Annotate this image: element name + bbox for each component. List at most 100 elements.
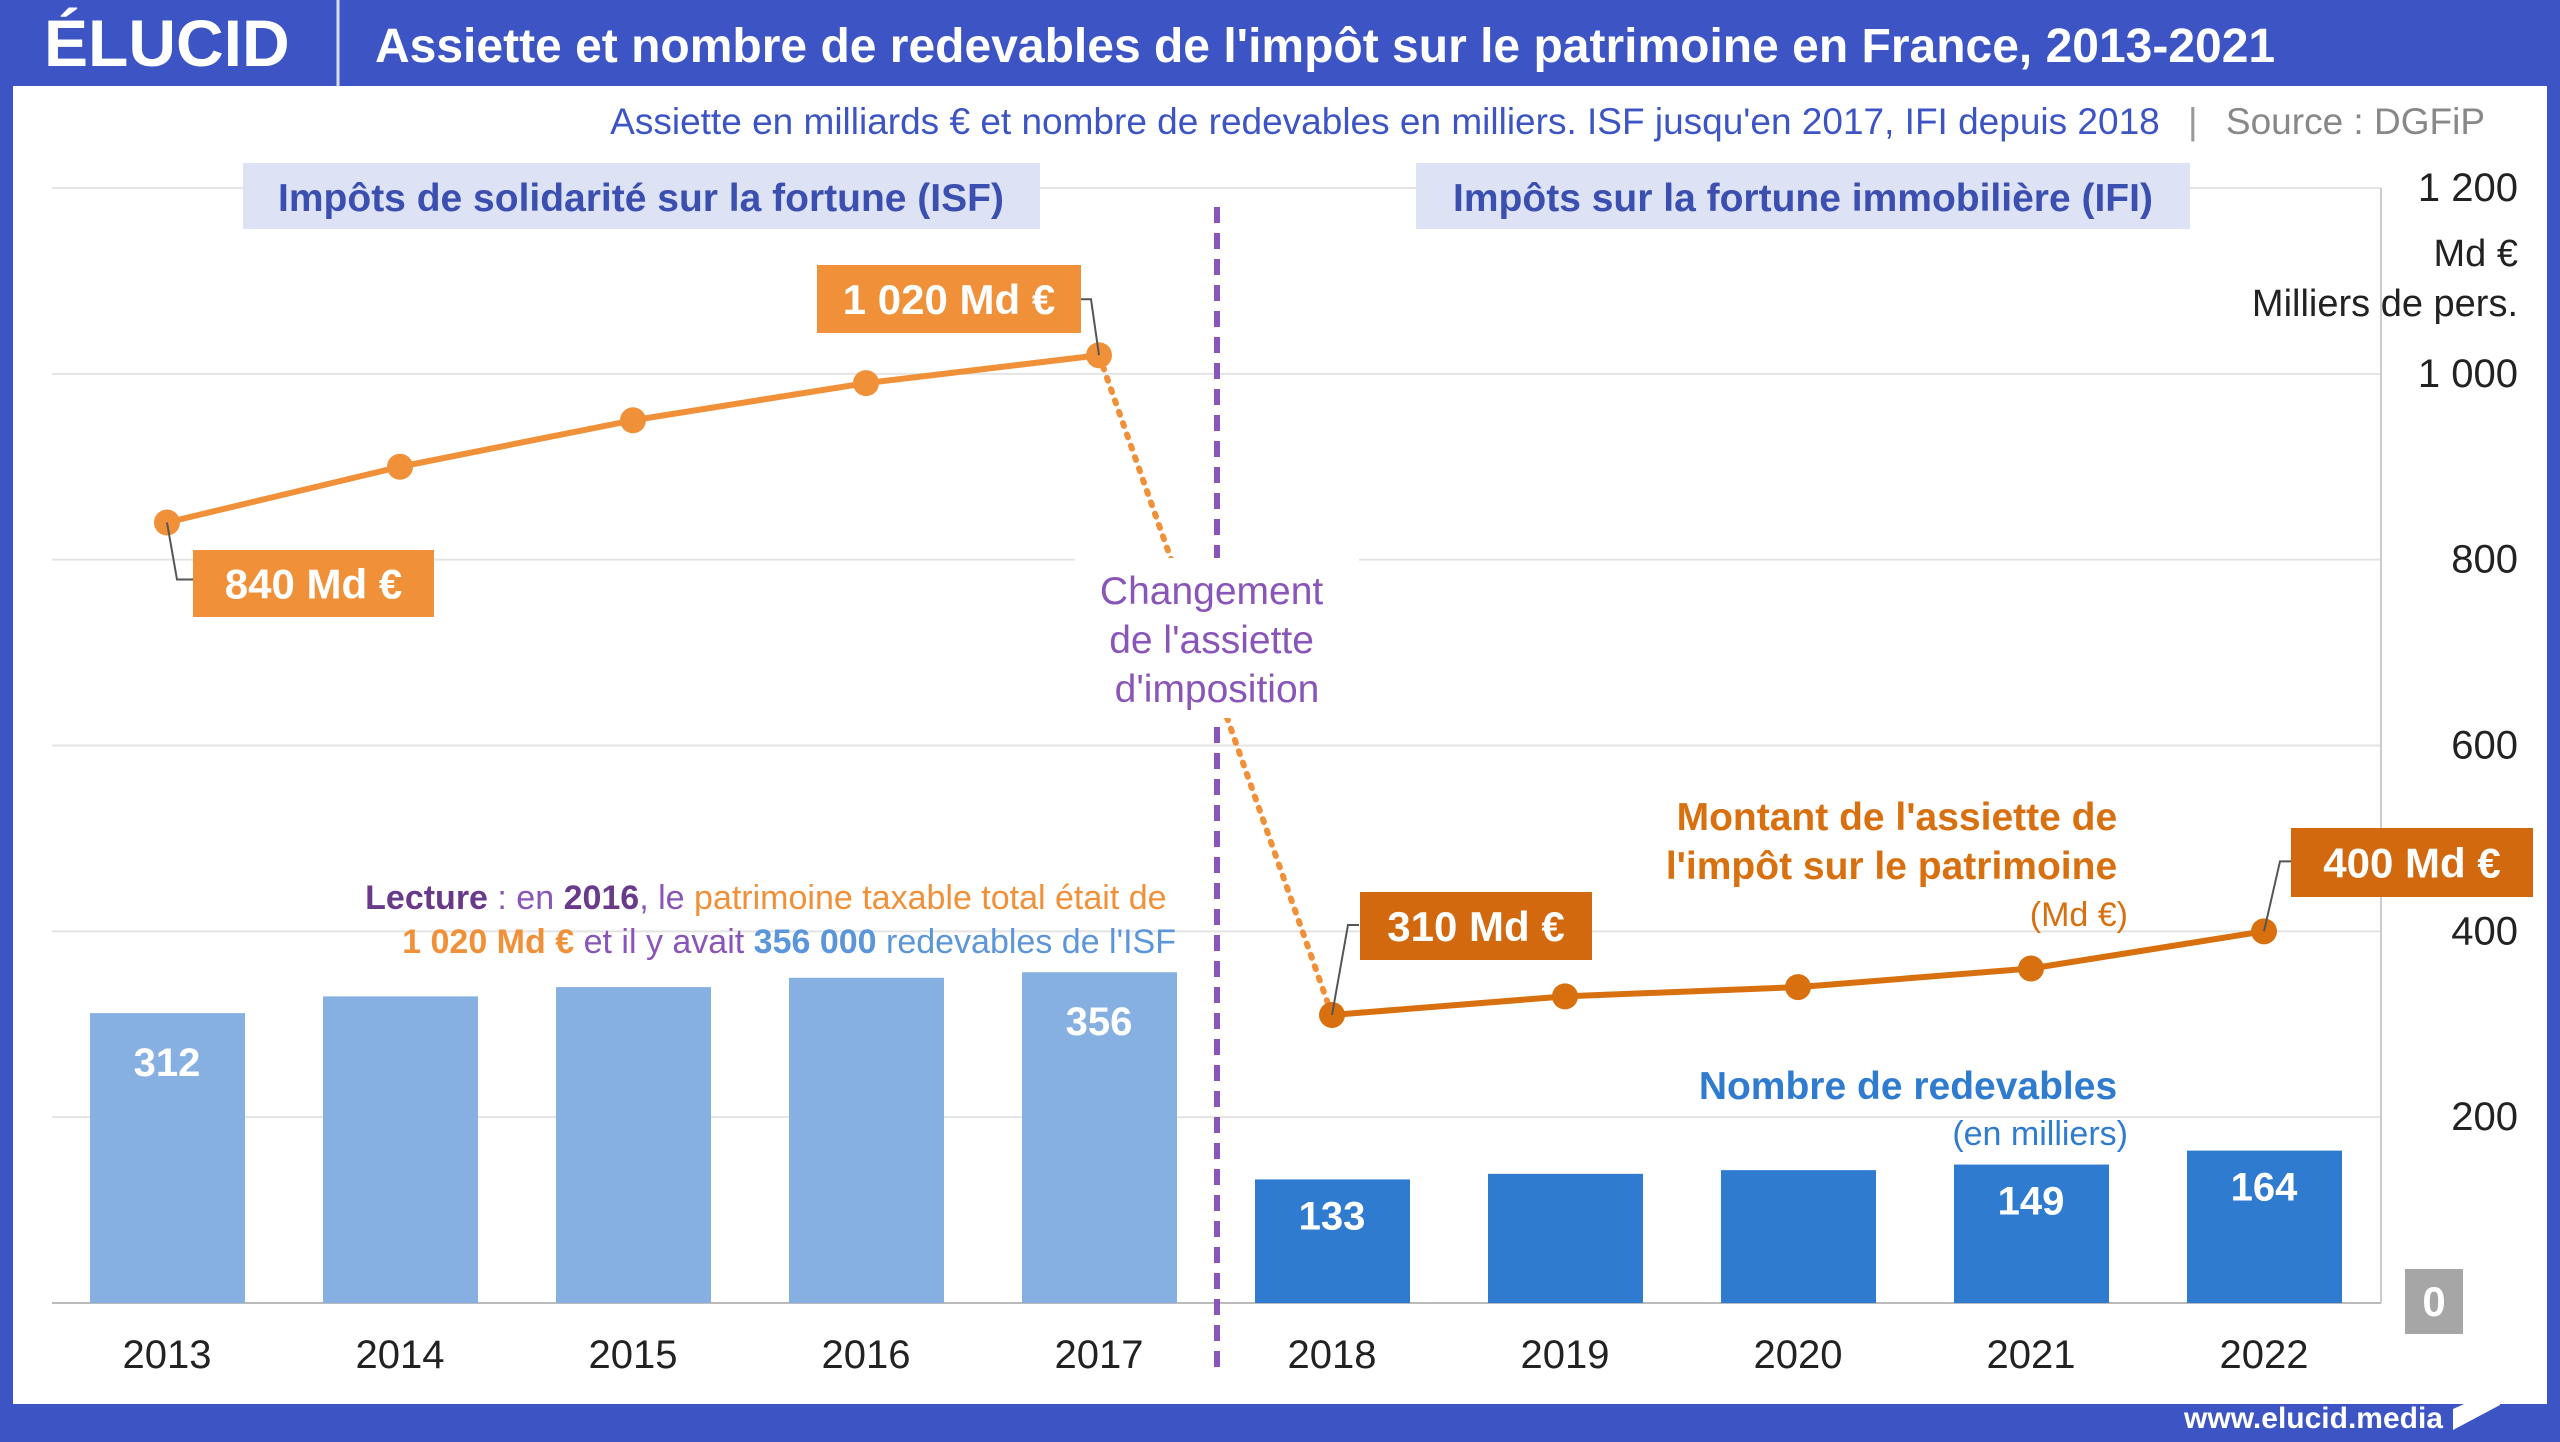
y-tick-label: 1 200 [2418, 166, 2518, 210]
chart-title: Assiette et nombre de redevables de l'im… [375, 20, 2275, 73]
y-tick-label: 0 [2422, 1278, 2445, 1325]
x-tick-label: 2018 [1288, 1333, 1377, 1377]
note-part: et il y avait [574, 923, 754, 961]
reading-note: Lecture : en 2016, le patrimoine taxable… [365, 879, 1176, 961]
note-part: 1 020 Md € [402, 923, 574, 961]
bar-2021 [1954, 1164, 2109, 1303]
legend-line: l'impôt sur le patrimoine [1666, 845, 2117, 888]
callout-box [1360, 892, 1592, 960]
line-value-label: 400 Md € [2323, 840, 2500, 887]
callout-leader [166, 522, 193, 581]
x-tick-label: 2014 [356, 1333, 445, 1377]
x-tick-label: 2019 [1521, 1333, 1610, 1377]
footer-logo-icon [2453, 1388, 2500, 1430]
callout-box [817, 265, 1081, 333]
x-tick-label: 2016 [822, 1333, 911, 1377]
callout-box [2291, 828, 2533, 897]
line-point-2019 [1552, 983, 1578, 1010]
line-segment [1797, 965, 2032, 991]
divider-label-line: de l'assiette [1109, 619, 1314, 662]
bar-value-label: 149 [1998, 1180, 2065, 1224]
note-part: redevables de l'ISF [877, 923, 1176, 961]
y-unit-people: Milliers de pers. [2252, 283, 2518, 325]
line-segment [1331, 993, 1566, 1018]
section-ifi-label: Impôts sur la fortune immobilière (IFI) [1453, 177, 2153, 220]
bar-2015 [556, 987, 711, 1303]
note-part: Lecture [365, 879, 488, 917]
line-point-2016 [853, 370, 879, 397]
legend-line: Montant de l'assiette de [1677, 796, 2118, 839]
zero-tick-background [2405, 1269, 2463, 1334]
x-tick-label: 2021 [1987, 1333, 2076, 1377]
bar-value-label: 312 [134, 1041, 201, 1085]
bar-value-label: 164 [2231, 1166, 2298, 1210]
divider-label: Changement de l'assiette d'imposition [1100, 570, 1334, 711]
footer-url: www.elucid.media [2183, 1402, 2443, 1435]
line-segment [399, 417, 634, 470]
note-part: 356 000 [754, 923, 877, 961]
line-data-labels: 840 Md € 1 020 Md € 310 Md € 400 Md € [166, 265, 2533, 1016]
line-value-label: 1 020 Md € [843, 276, 1055, 323]
source-text: Source : DGFiP [2226, 101, 2485, 142]
note-part: : en [488, 879, 564, 917]
y-tick-label: 1 000 [2418, 352, 2518, 396]
y-tick-label: 200 [2451, 1095, 2518, 1139]
line-point-2014 [387, 453, 413, 480]
subtitle-text: Assiette en milliards € et nombre de red… [610, 101, 2160, 142]
note-part: , le [639, 879, 694, 917]
line-segment [1564, 984, 1799, 1000]
x-tick-label: 2017 [1055, 1333, 1144, 1377]
bar-2013 [90, 1013, 245, 1303]
line-segment [166, 463, 401, 526]
callout-leader [2263, 860, 2291, 932]
bar-2014 [323, 996, 478, 1303]
x-tick-label: 2015 [589, 1333, 678, 1377]
y-unit-md: Md € [2434, 233, 2518, 275]
line-value-label: 840 Md € [225, 561, 402, 608]
y-tick-label: 800 [2451, 538, 2518, 582]
bar-2017 [1022, 972, 1177, 1303]
callout-leader [1081, 298, 1100, 356]
bar-data-labels: 312 356 133 149 164 [134, 1000, 2298, 1238]
subtitle: Assiette en milliards € et nombre de red… [610, 101, 2485, 142]
x-tick-label: 2022 [2220, 1333, 2309, 1377]
line-series-legend: Montant de l'assiette de l'impôt sur le … [1666, 796, 2128, 934]
legend-line: (Md €) [2030, 896, 2128, 934]
section-isf-background [243, 163, 1040, 229]
legend-line: (en milliers) [1952, 1115, 2128, 1153]
bar-2020 [1721, 1170, 1876, 1303]
x-tick-label: 2020 [1754, 1333, 1843, 1377]
line-point-2020 [1785, 974, 1811, 1001]
divider-label-line: Changement [1100, 570, 1323, 613]
callout-leader [1331, 923, 1359, 1016]
note-part: patrimoine taxable total était de [694, 879, 1167, 917]
note-part: 2016 [564, 879, 640, 917]
bar-value-label: 356 [1066, 1000, 1133, 1044]
logo: ÉLUCID [44, 6, 290, 80]
bar-series-legend: Nombre de redevables (en milliers) [1699, 1065, 2128, 1153]
bar-2019 [1488, 1173, 1643, 1303]
line-segment [2030, 928, 2265, 972]
y-tick-label: 400 [2451, 909, 2518, 953]
bar-2018 [1255, 1179, 1410, 1303]
x-axis-labels: 2013 2014 2015 2016 2017 2018 2019 2020 2021 2022 [123, 1333, 2309, 1377]
line-point-2021 [2018, 955, 2044, 982]
y-tick-label: 600 [2451, 724, 2518, 768]
bar-2022 [2187, 1150, 2342, 1303]
subtitle-separator: | [2188, 101, 2198, 142]
section-isf-label: Impôts de solidarité sur la fortune (ISF… [278, 177, 1004, 220]
divider-label-background [1075, 558, 1359, 718]
line-segment [865, 352, 1100, 387]
bar-2016 [789, 977, 944, 1303]
bar-series [90, 972, 2342, 1303]
line-segment [632, 380, 867, 424]
line-point-2015 [620, 407, 646, 434]
bar-value-label: 133 [1299, 1194, 1366, 1238]
x-tick-label: 2013 [123, 1333, 212, 1377]
divider-label-line: d'imposition [1115, 668, 1320, 711]
callout-box [193, 550, 434, 617]
legend-line: Nombre de redevables [1699, 1065, 2117, 1108]
section-ifi-background [1416, 163, 2190, 229]
line-value-label: 310 Md € [1387, 903, 1564, 950]
